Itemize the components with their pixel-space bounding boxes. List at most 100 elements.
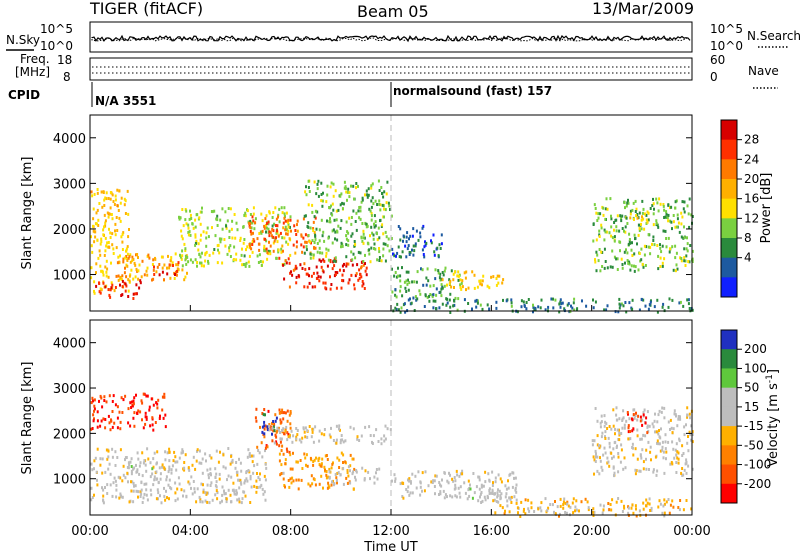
power-cell xyxy=(629,212,632,216)
power-cell xyxy=(461,279,464,283)
power-cell xyxy=(438,276,441,280)
power-cell xyxy=(303,262,306,266)
power-cell xyxy=(363,236,366,240)
power-cell xyxy=(197,248,200,252)
power-cell xyxy=(628,301,631,305)
velocity-cell xyxy=(663,471,666,475)
power-cell xyxy=(251,221,253,225)
velocity-cell xyxy=(108,394,111,398)
velocity-cell xyxy=(131,404,134,408)
power-cell xyxy=(350,250,353,254)
power-cell xyxy=(362,263,365,267)
power-cell xyxy=(496,274,499,278)
power-cell xyxy=(357,250,360,254)
power-cell xyxy=(683,247,686,251)
velocity-cell xyxy=(295,435,298,439)
velocity-cell xyxy=(677,461,680,465)
power-cell xyxy=(281,244,284,248)
velocity-cell xyxy=(92,419,95,423)
power-cell xyxy=(686,249,689,253)
velocity-cell xyxy=(614,432,616,436)
cpid-label: CPID xyxy=(8,88,40,102)
power-cell xyxy=(163,278,165,282)
power-cell xyxy=(244,214,247,218)
power-cell xyxy=(417,238,420,242)
power-cell xyxy=(283,206,286,210)
velocity-cell xyxy=(612,455,615,459)
power-cell xyxy=(307,179,310,183)
power-cell xyxy=(104,221,107,225)
velocity-cell xyxy=(139,495,142,498)
power-cell xyxy=(302,236,305,240)
power-cell xyxy=(627,198,629,202)
power-cell xyxy=(324,281,327,285)
velocity-cell xyxy=(90,498,93,502)
power-cell xyxy=(114,229,116,233)
power-cell xyxy=(414,295,417,299)
power-cell xyxy=(234,236,237,240)
power-cell xyxy=(284,228,287,232)
x-axis: 00:00 04:00 08:00 12:00 16:00 20:00 00:00 xyxy=(71,305,711,539)
power-cell xyxy=(187,233,190,237)
power-cell xyxy=(453,303,456,307)
velocity-cell xyxy=(452,479,455,483)
velocity-cell xyxy=(112,481,115,485)
power-cell xyxy=(245,248,247,252)
velocity-cell xyxy=(245,477,248,481)
velocity-cell xyxy=(480,501,483,504)
velocity-cell xyxy=(614,440,617,444)
velocity-cell xyxy=(148,405,151,409)
power-cell xyxy=(334,189,337,193)
velocity-cell xyxy=(121,495,124,499)
power-cell xyxy=(181,208,184,211)
power-cell xyxy=(305,185,307,189)
velocity-cell xyxy=(295,478,298,482)
velocity-cell xyxy=(650,506,653,510)
power-cell xyxy=(146,273,149,277)
velocity-cell xyxy=(318,429,321,433)
velocity-cell xyxy=(507,486,510,490)
velocity-cell xyxy=(187,466,190,470)
velocity-cell xyxy=(411,491,414,495)
power-cell xyxy=(90,266,93,270)
velocity-cell xyxy=(505,487,508,491)
power-cell xyxy=(641,211,644,215)
power-cell xyxy=(605,308,608,312)
velocity-cell xyxy=(433,479,436,483)
power-cell xyxy=(432,299,435,303)
power-cell xyxy=(611,249,614,253)
power-cell xyxy=(96,191,99,195)
velocity-cell xyxy=(615,500,618,504)
power-cell xyxy=(295,281,298,285)
power-cell xyxy=(124,266,126,270)
power-cell xyxy=(112,252,115,255)
power-cell xyxy=(218,251,221,255)
power-cell xyxy=(305,193,308,197)
power-cell xyxy=(397,308,400,312)
power-cell xyxy=(132,297,135,300)
velocity-cell xyxy=(591,439,594,443)
power-cell xyxy=(289,218,292,222)
velocity-cell xyxy=(164,450,167,454)
velocity-cell xyxy=(191,463,194,467)
velocity-cell xyxy=(129,401,132,405)
velocity-cell xyxy=(563,497,566,501)
power-cell xyxy=(626,201,629,205)
velocity-cell xyxy=(617,452,620,455)
velocity-cell xyxy=(261,455,264,459)
power-cell xyxy=(124,212,127,215)
power-cell xyxy=(505,299,508,303)
power-cell xyxy=(421,226,424,230)
power-cell xyxy=(667,305,670,309)
velocity-cell xyxy=(340,434,343,437)
velocity-cell xyxy=(132,467,135,471)
velocity-cell xyxy=(504,509,506,513)
power-cell xyxy=(275,229,278,233)
velocity-cell xyxy=(230,475,233,479)
velocity-cell xyxy=(509,497,512,501)
power-cell xyxy=(181,237,184,241)
power-cell xyxy=(457,270,460,274)
power-cell xyxy=(683,210,686,214)
power-cell xyxy=(361,280,364,283)
velocity-cell xyxy=(211,498,214,502)
